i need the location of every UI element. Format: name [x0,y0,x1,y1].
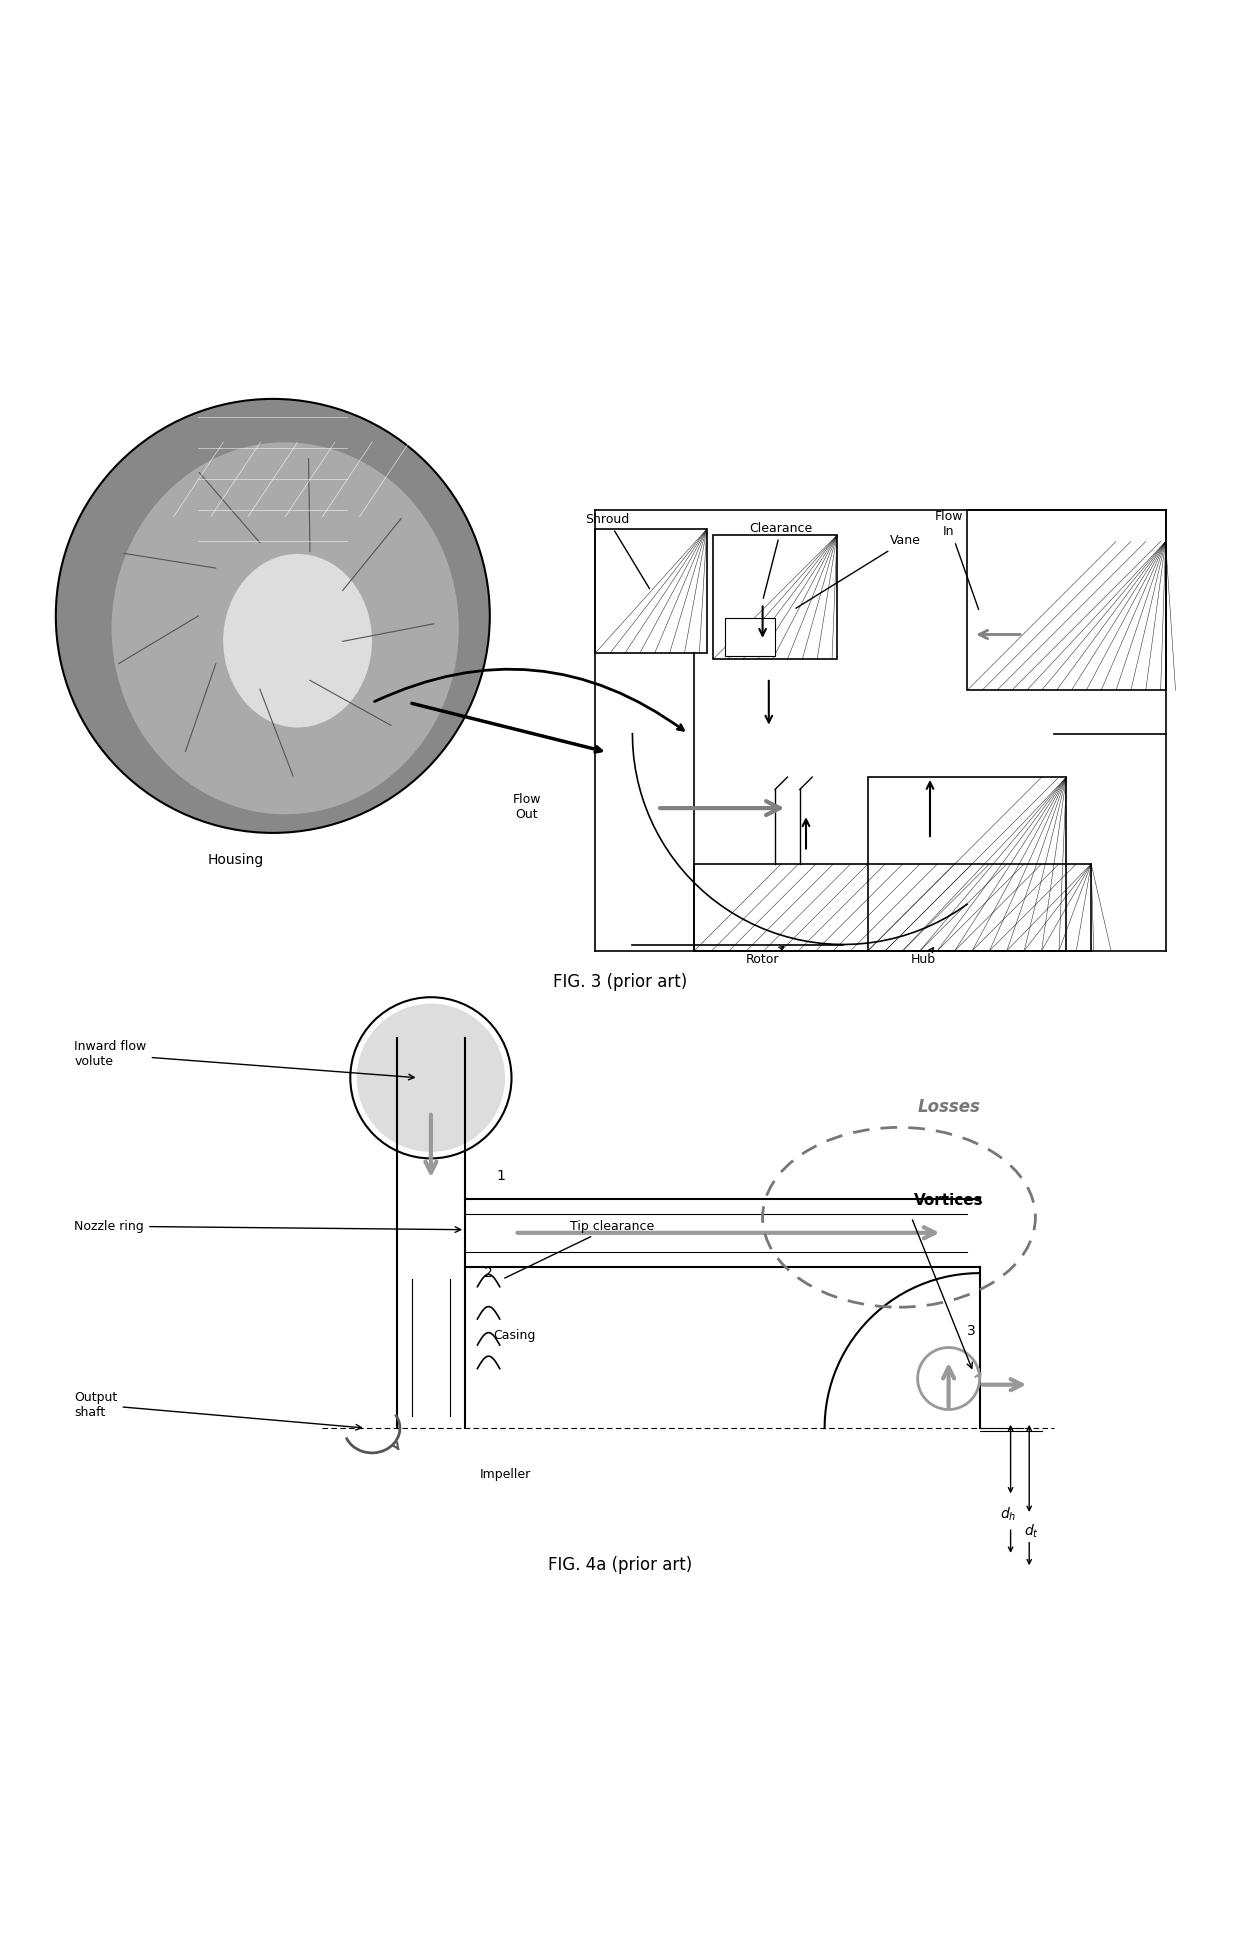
Ellipse shape [223,554,372,728]
Bar [725,618,775,656]
Text: Impeller: Impeller [480,1467,531,1481]
Text: 1: 1 [496,1169,505,1182]
Text: Tip clearance: Tip clearance [505,1219,655,1278]
Text: FIG. 3 (prior art): FIG. 3 (prior art) [553,974,687,991]
Text: Shroud: Shroud [585,513,650,589]
Text: FIG. 4a (prior art): FIG. 4a (prior art) [548,1555,692,1574]
Ellipse shape [112,443,459,814]
Bar [694,864,1091,950]
Text: Output
shaft: Output shaft [74,1391,362,1430]
Bar [868,776,1066,950]
Text: Flow
Out: Flow Out [513,792,541,821]
Text: Vortices: Vortices [914,1192,983,1208]
Text: Housing: Housing [207,853,264,866]
Text: Flow
In: Flow In [935,511,978,609]
Text: 2: 2 [484,1266,492,1280]
Text: Rotor: Rotor [745,946,784,966]
Circle shape [357,1003,505,1151]
Text: $d_t$: $d_t$ [1024,1524,1039,1541]
Text: Losses: Losses [918,1098,980,1116]
Text: Casing: Casing [494,1329,536,1342]
Bar [713,535,837,659]
Text: 3: 3 [967,1325,976,1338]
Bar [967,511,1166,691]
Bar [595,529,707,654]
Text: Vane: Vane [796,535,920,609]
Circle shape [56,398,490,833]
Text: Hub: Hub [911,948,936,966]
Text: Clearance: Clearance [749,521,813,599]
Text: Inward flow
volute: Inward flow volute [74,1040,414,1079]
Text: $d_h$: $d_h$ [999,1506,1017,1524]
Text: Nozzle ring: Nozzle ring [74,1219,461,1233]
